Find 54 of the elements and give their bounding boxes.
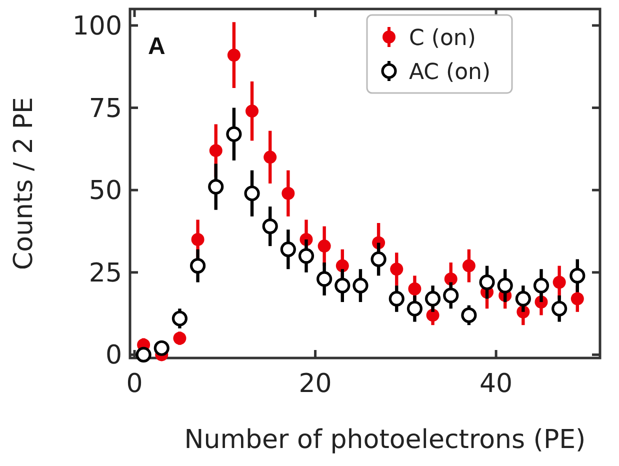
point [227,48,240,62]
point [262,218,278,234]
point [136,346,152,363]
point [390,262,404,276]
point [334,278,350,294]
legend-label: AC (on) [409,60,491,85]
point [244,186,260,202]
point [497,278,513,294]
point [173,332,186,345]
y-tick-label: 100 [72,11,122,42]
point [246,104,259,118]
point [316,271,332,287]
y-tick-label: 75 [88,94,122,124]
y-tick-label: 25 [88,258,122,288]
point [208,178,224,195]
point [172,310,188,326]
point [280,242,296,258]
point [552,276,566,289]
point [443,288,459,304]
point [570,292,584,306]
point [282,186,295,200]
point [298,248,314,264]
point [209,144,222,158]
x-tick-label: 40 [480,369,513,399]
point [570,268,586,284]
point [479,274,495,290]
point [533,278,550,294]
point [552,300,568,316]
point [424,290,441,307]
point [462,259,476,272]
point [426,308,440,322]
annotation: A [148,33,166,60]
point [461,307,477,323]
x-tick-label: 0 [126,369,143,399]
point [515,290,531,307]
point [370,251,386,268]
y-tick-label: 0 [105,340,122,371]
point [406,300,423,316]
y-tick-label: 50 [88,176,122,206]
point [388,290,404,307]
y-axis-title: Counts / 2 PE [9,97,39,270]
point [444,272,458,286]
point [191,232,204,246]
point [352,278,368,294]
point [336,259,349,272]
point [226,126,242,142]
legend-label: C (on) [409,26,476,51]
point [190,258,206,274]
point [154,340,170,356]
point [264,150,277,164]
x-tick-label: 20 [298,369,332,399]
point [408,282,422,296]
x-axis-title: Number of photoelectrons (PE) [184,425,586,455]
point [318,240,331,253]
